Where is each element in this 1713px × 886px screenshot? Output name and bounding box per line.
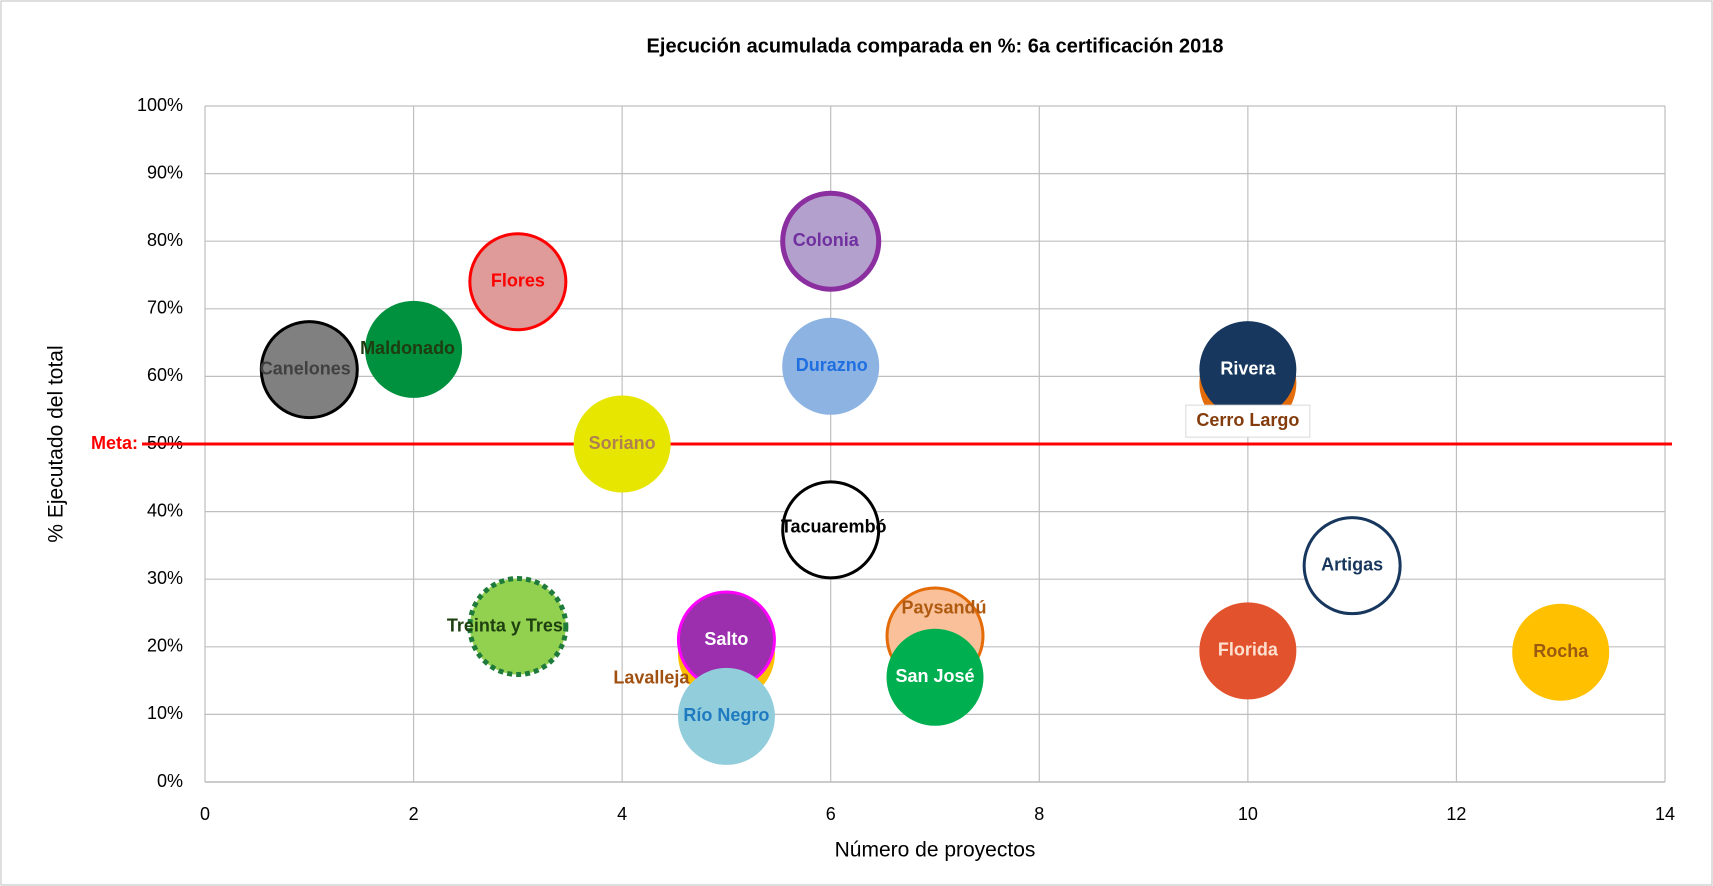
bubble-label: Florida (1218, 640, 1279, 660)
bubble (781, 480, 881, 580)
bubble (468, 232, 568, 332)
y-axis-label: % Ejecutado del total (45, 345, 68, 542)
meta-label: Meta: (91, 433, 138, 453)
bubble (1199, 602, 1297, 700)
x-tick-label: 0 (200, 804, 210, 824)
bubble-label: Soriano (589, 433, 656, 453)
y-tick-label: 100% (137, 95, 183, 115)
x-tick-label: 6 (826, 804, 836, 824)
y-tick-label: 60% (147, 365, 183, 385)
bubble-label: Treinta y Tres (447, 615, 563, 635)
bubble-label: Colonia (793, 230, 860, 250)
bubble-label: Río Negro (683, 705, 769, 725)
bubble-label: Salto (704, 629, 748, 649)
bubble (573, 395, 671, 493)
bubble-label: Rocha (1533, 641, 1589, 661)
bubble-label: Rivera (1220, 358, 1276, 378)
y-tick-label: 90% (147, 162, 183, 182)
bubble-label: Canelones (260, 358, 351, 378)
x-tick-label: 10 (1238, 804, 1258, 824)
bubble-label: Tacuarembó (781, 517, 887, 537)
bubble-label: Lavalleja (613, 667, 690, 687)
x-tick-label: 2 (409, 804, 419, 824)
y-tick-label: 20% (147, 636, 183, 656)
bubble (1302, 516, 1402, 616)
bubble-label: Cerro Largo (1196, 410, 1299, 430)
y-tick-label: 80% (147, 230, 183, 250)
bubble (677, 667, 775, 765)
bubble-label: Durazno (796, 355, 868, 375)
x-tick-label: 4 (617, 804, 627, 824)
y-tick-label: 30% (147, 568, 183, 588)
bubble (467, 576, 569, 678)
bubble (780, 190, 882, 292)
x-tick-label: 12 (1446, 804, 1466, 824)
bubble-label: San José (895, 666, 974, 686)
bubble (886, 628, 984, 726)
y-tick-label: 40% (147, 500, 183, 520)
bubble-label: Artigas (1321, 554, 1383, 574)
bubble (1512, 603, 1610, 701)
y-tick-label: 70% (147, 298, 183, 318)
bubble (782, 317, 880, 415)
label-box (1185, 404, 1311, 438)
chart-title: Ejecución acumulada comparada en %: 6a c… (647, 35, 1224, 57)
bubble-label: Flores (491, 271, 545, 291)
bubble (259, 320, 359, 420)
y-tick-label: 0% (157, 771, 183, 791)
x-axis-label: Número de proyectos (835, 839, 1036, 862)
bubble-label: Maldonado (360, 338, 455, 358)
bubble-label: Paysandú (901, 598, 986, 618)
x-tick-label: 14 (1655, 804, 1675, 824)
y-tick-label: 10% (147, 703, 183, 723)
bubble (365, 300, 463, 398)
x-tick-label: 8 (1034, 804, 1044, 824)
